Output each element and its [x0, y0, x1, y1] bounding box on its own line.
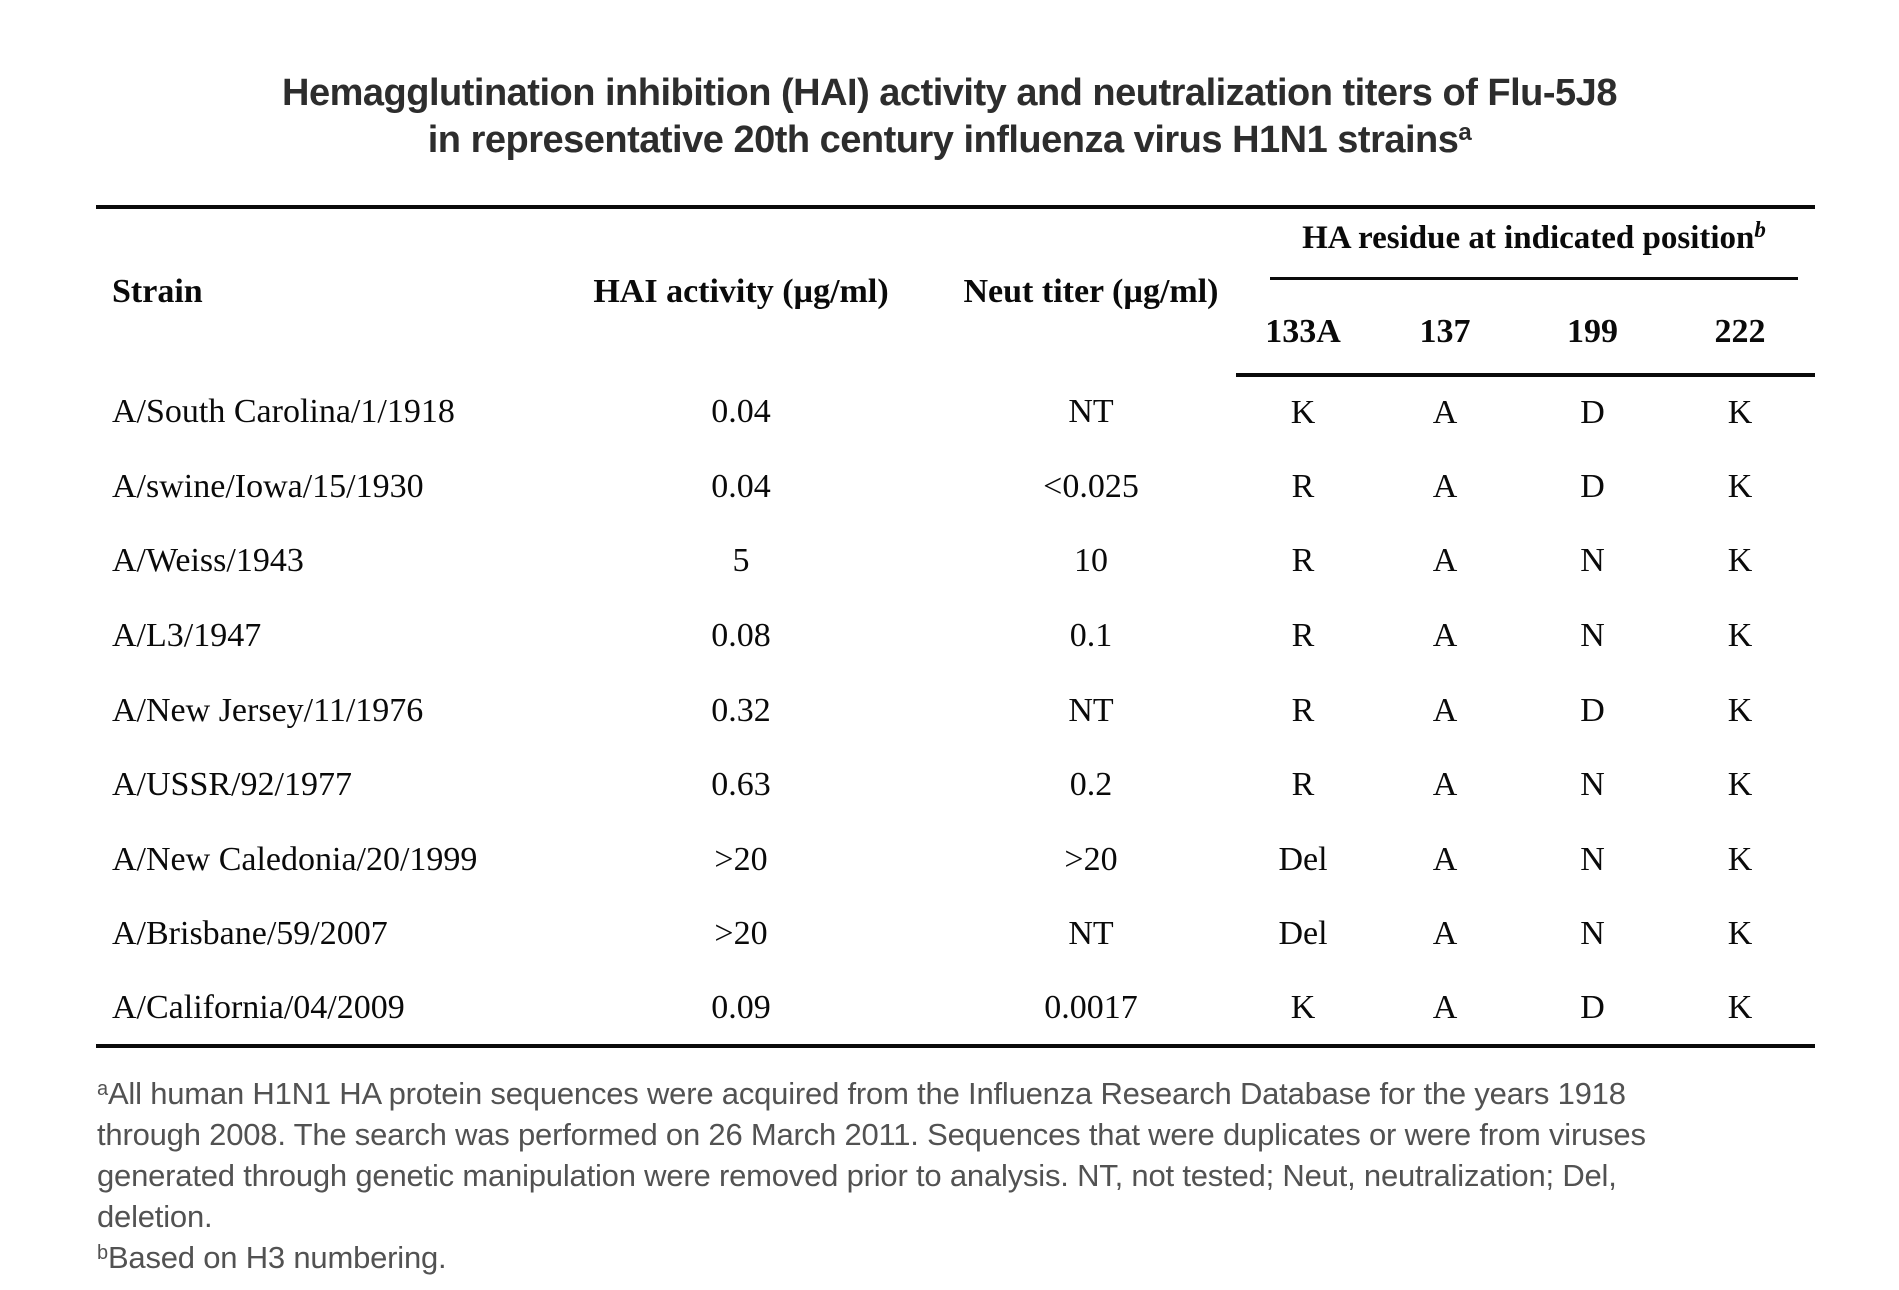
footnote-a: aAll human H1N1 HA protein sequences wer… — [97, 1073, 1842, 1237]
residue-cell: N — [1580, 840, 1605, 878]
column-group-footnote-marker: b — [1754, 217, 1766, 242]
neut-cell: >20 — [1064, 840, 1118, 878]
residue-cell: A — [1432, 394, 1458, 432]
residue-cell: A — [1432, 467, 1458, 505]
residue-cell: D — [1580, 691, 1605, 729]
table-row: A/L3/1947 0.08 0.1 R A N K — [96, 599, 1815, 674]
residue-cell: K — [1290, 989, 1316, 1027]
footnote-a-text: All human H1N1 HA protein sequences were… — [97, 1076, 1646, 1234]
residue-cell: N — [1580, 915, 1605, 953]
residue-cell: K — [1727, 840, 1753, 878]
hai-cell: 5 — [732, 542, 750, 580]
hai-cell: >20 — [714, 840, 768, 878]
neut-cell: NT — [1068, 691, 1114, 729]
table-row: A/USSR/92/1977 0.63 0.2 R A N K — [96, 748, 1815, 823]
residue-cell: K — [1727, 989, 1753, 1027]
column-header-position-199: 199 — [1520, 291, 1665, 377]
residue-cell: K — [1727, 467, 1753, 505]
strain-cell: A/South Carolina/1/1918 — [112, 393, 455, 431]
residue-cell: D — [1580, 394, 1605, 432]
hai-cell: 0.63 — [711, 766, 771, 804]
strain-cell: A/Weiss/1943 — [112, 542, 304, 580]
residue-cell: A — [1432, 989, 1458, 1027]
hai-cell: 0.04 — [711, 467, 771, 505]
strain-cell: A/California/04/2009 — [112, 989, 405, 1027]
residue-cell: N — [1580, 542, 1605, 580]
residue-cell: A — [1432, 691, 1458, 729]
hai-cell: 0.08 — [711, 617, 771, 655]
residue-cell: K — [1727, 691, 1753, 729]
table-title-line1: Hemagglutination inhibition (HAI) activi… — [282, 72, 1617, 114]
residue-cell: K — [1727, 766, 1753, 804]
residue-cell: R — [1291, 691, 1315, 729]
table-row: A/Weiss/1943 5 10 R A N K — [96, 524, 1815, 599]
residue-cell: K — [1727, 394, 1753, 432]
neut-cell: NT — [1068, 915, 1114, 953]
table-title: Hemagglutination inhibition (HAI) activi… — [0, 70, 1899, 164]
strain-cell: A/L3/1947 — [112, 617, 262, 655]
residue-cell: K — [1727, 542, 1753, 580]
residue-cell: A — [1432, 915, 1458, 953]
strain-cell: A/New Caledonia/20/1999 — [112, 840, 478, 878]
residue-cell: A — [1432, 840, 1458, 878]
residue-cell: D — [1580, 989, 1605, 1027]
footnote-b-marker: b — [97, 1242, 108, 1264]
column-header-position-133A: 133A — [1236, 291, 1370, 377]
residue-cell: A — [1432, 617, 1458, 655]
title-footnote-marker: a — [1458, 119, 1472, 146]
column-header-position-137: 137 — [1370, 291, 1520, 377]
column-header-strain: Strain — [112, 273, 203, 310]
strain-cell: A/Brisbane/59/2007 — [112, 915, 388, 953]
table-row: A/California/04/2009 0.09 0.0017 K A D K — [96, 972, 1815, 1047]
neut-cell: 0.0017 — [1044, 989, 1138, 1027]
hai-neutralization-table: Strain HAI activity (µg/ml) Neut titer (… — [96, 205, 1816, 1049]
neut-cell: 0.2 — [1069, 766, 1113, 804]
residue-cell: Del — [1278, 840, 1328, 878]
footnote-b-text: Based on H3 numbering. — [107, 1240, 447, 1275]
residue-cell: A — [1432, 542, 1458, 580]
residue-cell: N — [1580, 766, 1605, 804]
residue-cell: R — [1291, 617, 1315, 655]
residue-cell: R — [1291, 766, 1315, 804]
neut-cell: 10 — [1074, 542, 1108, 580]
residue-cell: R — [1291, 467, 1315, 505]
residue-cell: D — [1580, 467, 1605, 505]
hai-cell: 0.09 — [711, 989, 771, 1027]
footnote-b: bBased on H3 numbering. — [97, 1237, 1842, 1278]
residue-cell: Del — [1278, 915, 1328, 953]
hai-cell: >20 — [714, 915, 768, 953]
column-group-header-text: HA residue at indicated position — [1302, 220, 1755, 256]
column-group-header-label: HA residue at indicated positionb — [1270, 217, 1799, 280]
neut-cell: 0.1 — [1069, 617, 1113, 655]
footnotes: aAll human H1N1 HA protein sequences wer… — [97, 1073, 1842, 1278]
residue-cell: A — [1432, 766, 1458, 804]
strain-cell: A/swine/Iowa/15/1930 — [112, 467, 424, 505]
residue-cell: K — [1727, 915, 1753, 953]
residue-cell: K — [1290, 394, 1316, 432]
column-group-header-ha-residue: HA residue at indicated positionb — [1236, 207, 1815, 291]
column-header-hai-activity: HAI activity (µg/ml) — [593, 273, 889, 310]
neut-cell: NT — [1068, 393, 1114, 431]
table-row: A/New Jersey/11/1976 0.32 NT R A D K — [96, 673, 1815, 748]
residue-cell: K — [1727, 617, 1753, 655]
table-title-line2: in representative 20th century influenza… — [427, 119, 1459, 161]
residue-cell: R — [1291, 542, 1315, 580]
footnote-a-marker: a — [97, 1078, 108, 1100]
column-header-position-222: 222 — [1665, 291, 1816, 377]
table-row: A/Brisbane/59/2007 >20 NT Del A N K — [96, 897, 1815, 972]
neut-cell: <0.025 — [1043, 467, 1139, 505]
residue-cell: N — [1580, 617, 1605, 655]
table-row: A/New Caledonia/20/1999 >20 >20 Del A N … — [96, 823, 1815, 898]
strain-cell: A/New Jersey/11/1976 — [112, 691, 424, 729]
table-row: A/South Carolina/1/1918 0.04 NT K A D K — [96, 375, 1815, 450]
strain-cell: A/USSR/92/1977 — [112, 766, 352, 804]
hai-cell: 0.32 — [711, 691, 771, 729]
column-header-neut-titer: Neut titer (µg/ml) — [963, 273, 1219, 310]
table-row: A/swine/Iowa/15/1930 0.04 <0.025 R A D K — [96, 450, 1815, 525]
hai-cell: 0.04 — [711, 393, 771, 431]
